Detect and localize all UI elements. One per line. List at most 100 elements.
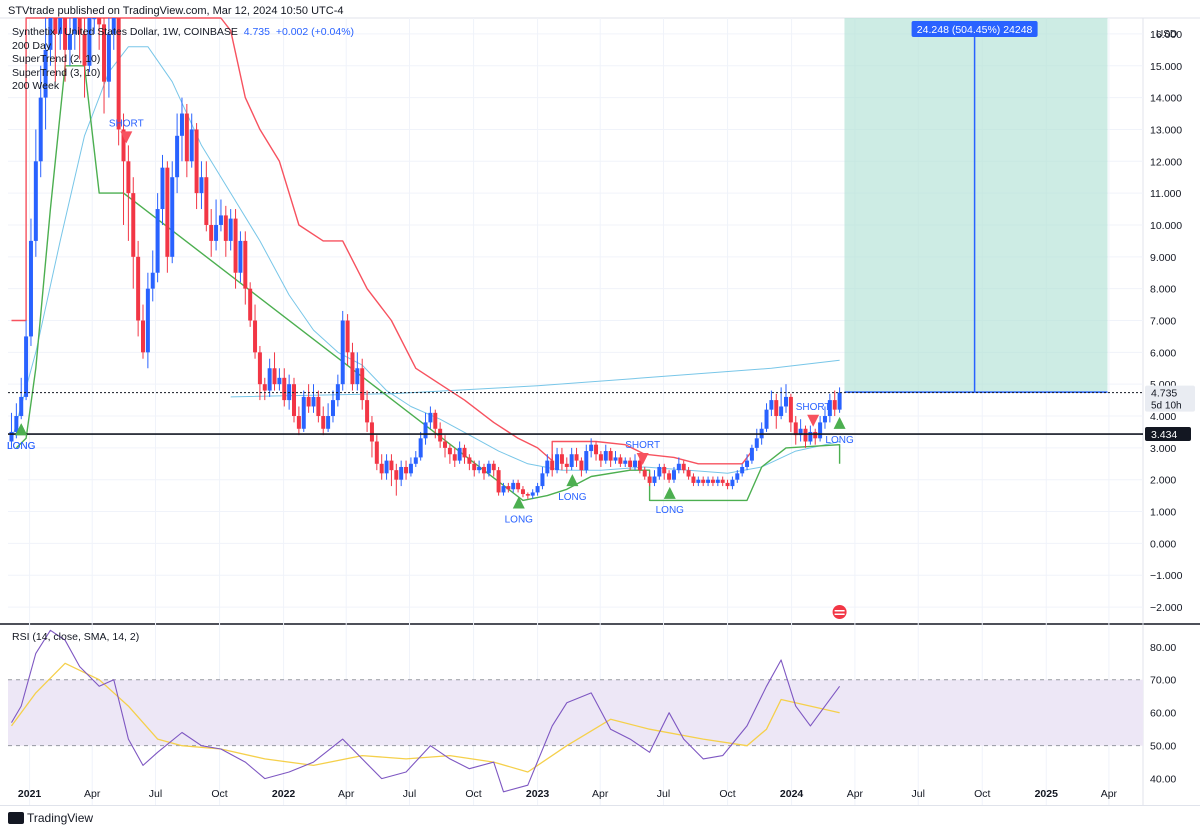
candle xyxy=(379,463,384,474)
candle xyxy=(642,470,647,477)
candle xyxy=(228,218,233,241)
long-signal-label: LONG xyxy=(825,435,854,446)
candle xyxy=(194,129,199,194)
candle xyxy=(837,392,842,410)
candle xyxy=(257,352,262,385)
rsi-pane[interactable] xyxy=(8,629,1143,793)
target-zone-box xyxy=(844,18,1108,393)
time-tick-label: 2023 xyxy=(526,788,550,800)
short-signal-marker xyxy=(807,414,820,427)
candle xyxy=(745,460,750,467)
rsi-tick-label: 60.00 xyxy=(1150,708,1176,720)
legend-line: SuperTrend (3, 10) xyxy=(12,66,101,79)
candle xyxy=(667,473,672,480)
candle xyxy=(63,18,68,50)
price-tick-label: 6.000 xyxy=(1150,347,1176,359)
candle xyxy=(589,444,594,452)
candle xyxy=(155,209,160,273)
level-tag: 3.434 xyxy=(1151,429,1177,441)
candle xyxy=(598,454,603,461)
price-tick-label: 1.000 xyxy=(1150,507,1176,519)
time-tick-label: Jul xyxy=(149,788,162,800)
target-label-box xyxy=(911,21,1038,37)
candle xyxy=(184,113,189,162)
time-tick-label: Oct xyxy=(719,788,735,800)
us-flag-icon xyxy=(832,605,847,619)
time-tick-label: 2024 xyxy=(780,788,804,800)
legend-line: 200 Day xyxy=(12,39,52,52)
candle xyxy=(126,161,131,194)
candle xyxy=(384,460,389,474)
candle xyxy=(720,479,725,483)
last-price-tag: 4.735 xyxy=(1151,388,1177,400)
legend-price: 4.735 xyxy=(243,26,270,38)
candle xyxy=(33,161,38,241)
currency-label[interactable]: USD xyxy=(1156,29,1178,40)
time-tick-label: Oct xyxy=(211,788,227,800)
short-signal-label: SHORT xyxy=(625,440,660,451)
supertrend-green-line xyxy=(15,65,841,502)
candle xyxy=(253,320,258,353)
long-signal-label: LONG xyxy=(505,514,534,525)
price-tick-label: −2.000 xyxy=(1150,602,1183,614)
candle xyxy=(150,272,155,289)
footer-brand[interactable]: TradingView xyxy=(27,811,94,825)
time-tick-label: Apr xyxy=(847,788,864,800)
time-tick-label: Jul xyxy=(403,788,416,800)
overlays: 24.248 (504.45%) 24248 LONG LONG SHORT LONG L… xyxy=(7,18,1143,619)
candle xyxy=(233,218,238,273)
candle xyxy=(311,396,316,407)
price-tick-label: 11.000 xyxy=(1150,188,1181,200)
long-signal-label: LONG xyxy=(7,441,36,452)
candle xyxy=(525,494,530,496)
candle xyxy=(701,479,706,483)
candle xyxy=(365,400,370,423)
candle xyxy=(710,479,715,483)
candle xyxy=(443,441,448,448)
candle xyxy=(486,463,491,474)
candle xyxy=(340,320,345,385)
candle xyxy=(808,431,813,442)
candle xyxy=(262,384,267,391)
candle xyxy=(618,457,623,464)
candle xyxy=(628,460,633,467)
candle xyxy=(501,486,506,493)
candle xyxy=(433,412,438,429)
candle xyxy=(204,177,209,225)
legend-line: SuperTrend (2, 10) xyxy=(12,53,101,65)
tradingview-logo-icon[interactable] xyxy=(8,812,24,824)
long-signal-marker xyxy=(663,486,676,499)
candle xyxy=(613,457,618,461)
candle xyxy=(209,224,214,241)
candle xyxy=(355,368,360,385)
candle xyxy=(179,113,184,136)
candle xyxy=(170,177,175,257)
candle xyxy=(822,416,827,423)
candle xyxy=(647,476,652,483)
candle xyxy=(769,400,774,410)
ma-200-week-line xyxy=(230,359,840,398)
candle xyxy=(316,396,321,417)
rsi-label: RSI (14, close, SMA, 14, 2) xyxy=(12,631,140,643)
candle xyxy=(491,463,496,471)
candle xyxy=(272,368,277,385)
candle xyxy=(321,416,326,429)
long-signal-marker xyxy=(15,423,28,436)
candle xyxy=(481,466,486,474)
candle xyxy=(360,368,365,401)
candle xyxy=(394,470,399,480)
candle xyxy=(330,400,335,417)
candle xyxy=(564,463,569,467)
candle xyxy=(199,177,204,194)
candle xyxy=(691,476,696,483)
candle xyxy=(535,486,540,493)
main-price-series[interactable] xyxy=(9,17,842,502)
candle xyxy=(788,396,793,423)
candle xyxy=(784,396,789,407)
time-tick-label: Apr xyxy=(84,788,101,800)
footer: TradingView xyxy=(0,805,1200,831)
candle xyxy=(374,441,379,464)
rsi-band xyxy=(8,679,1143,746)
candle xyxy=(798,428,803,436)
rsi-ma-line xyxy=(10,662,840,773)
